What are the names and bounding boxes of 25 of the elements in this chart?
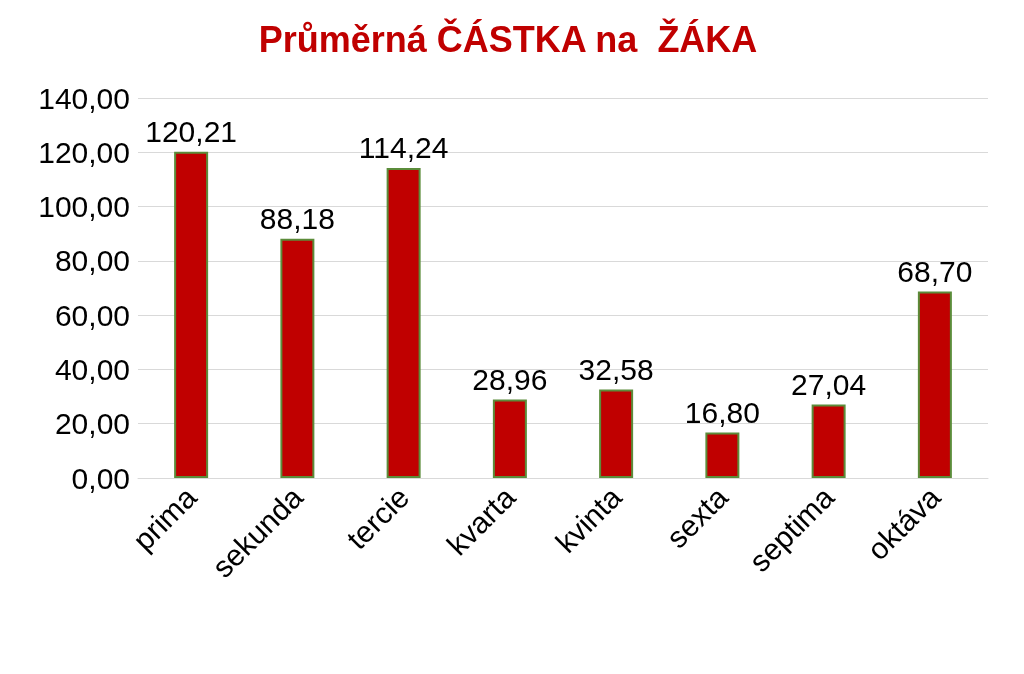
y-tick-label: 120,00	[38, 135, 130, 169]
bar	[811, 404, 846, 478]
y-tick-label: 40,00	[54, 352, 130, 386]
data-label: 88,18	[259, 202, 335, 236]
data-label: 16,80	[684, 395, 760, 429]
bar	[280, 238, 315, 478]
data-label: 68,70	[897, 255, 973, 289]
y-tick-label: 80,00	[54, 244, 130, 278]
data-label: 114,24	[358, 131, 449, 165]
data-label: 32,58	[578, 353, 654, 387]
y-tick-label: 100,00	[38, 190, 130, 224]
data-label: 27,04	[791, 368, 867, 402]
bar	[917, 291, 952, 478]
data-label: 28,96	[472, 362, 548, 396]
chart-title: Průměrná ČÁSTKA na ŽÁKA	[258, 17, 758, 60]
bar	[492, 399, 527, 478]
y-tick-label: 140,00	[38, 81, 130, 115]
bar	[386, 167, 421, 478]
y-tick-label: 60,00	[54, 298, 130, 332]
bar	[174, 151, 209, 478]
data-label: 120,21	[145, 115, 238, 149]
bar	[599, 389, 634, 478]
y-tick-label: 0,00	[71, 461, 130, 495]
y-tick-label: 20,00	[54, 407, 130, 441]
bar	[705, 432, 740, 478]
